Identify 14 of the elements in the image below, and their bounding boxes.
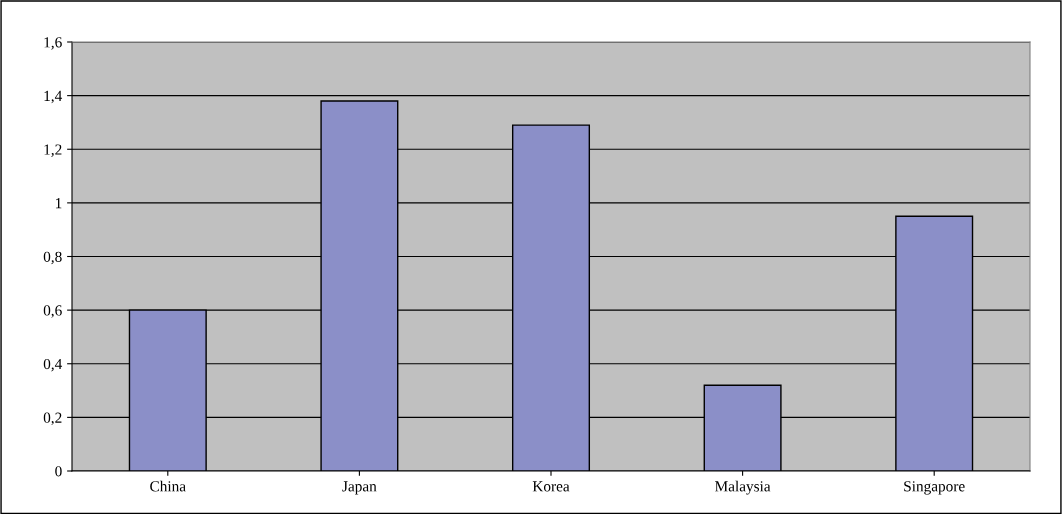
x-tick-label: Malaysia	[715, 480, 771, 495]
y-tick-label: 1,6	[44, 37, 62, 50]
x-tick-label: Singapore	[904, 481, 965, 495]
x-tick-label: Japan	[342, 481, 377, 495]
y-tick-label: 0,8	[43, 251, 62, 265]
x-tick-label: Korea	[532, 481, 570, 492]
y-tick-label: 0,6	[43, 305, 62, 318]
y-tick-label: 0,2	[43, 412, 62, 426]
y-tick-label: 0	[55, 466, 62, 477]
y-tick-label: 0,4	[43, 358, 63, 372]
y-tick-label: 1,2	[44, 144, 62, 157]
y-tick-label: 1,4	[44, 90, 63, 104]
x-tick-label: China	[150, 480, 186, 492]
y-tick-label: 1	[55, 198, 62, 209]
